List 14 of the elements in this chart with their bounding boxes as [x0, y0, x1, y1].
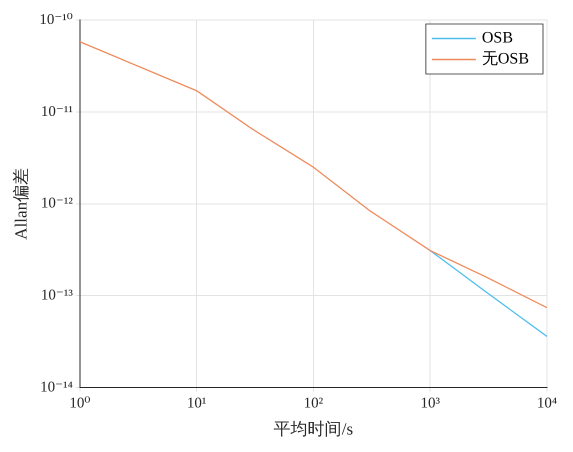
x-tick-label: 10³ [420, 396, 440, 412]
y-tick-label: 10⁻¹³ [40, 288, 74, 304]
y-tick-label: 10⁻¹⁰ [39, 12, 73, 28]
y-tick-label: 10⁻¹¹ [40, 104, 73, 120]
x-axis-title: 平均时间/s [274, 419, 354, 438]
x-tick-label: 10⁴ [536, 396, 558, 412]
legend-label: 无OSB [482, 50, 529, 68]
y-tick-label: 10⁻¹⁴ [40, 380, 73, 396]
y-tick-label: 10⁻¹² [40, 196, 74, 212]
x-tick-label: 10² [304, 396, 324, 412]
x-tick-label: 10¹ [186, 396, 206, 412]
y-axis-title: Allan偏差 [12, 168, 31, 240]
x-tick-label: 10⁰ [69, 396, 90, 412]
legend-label: OSB [482, 30, 513, 47]
